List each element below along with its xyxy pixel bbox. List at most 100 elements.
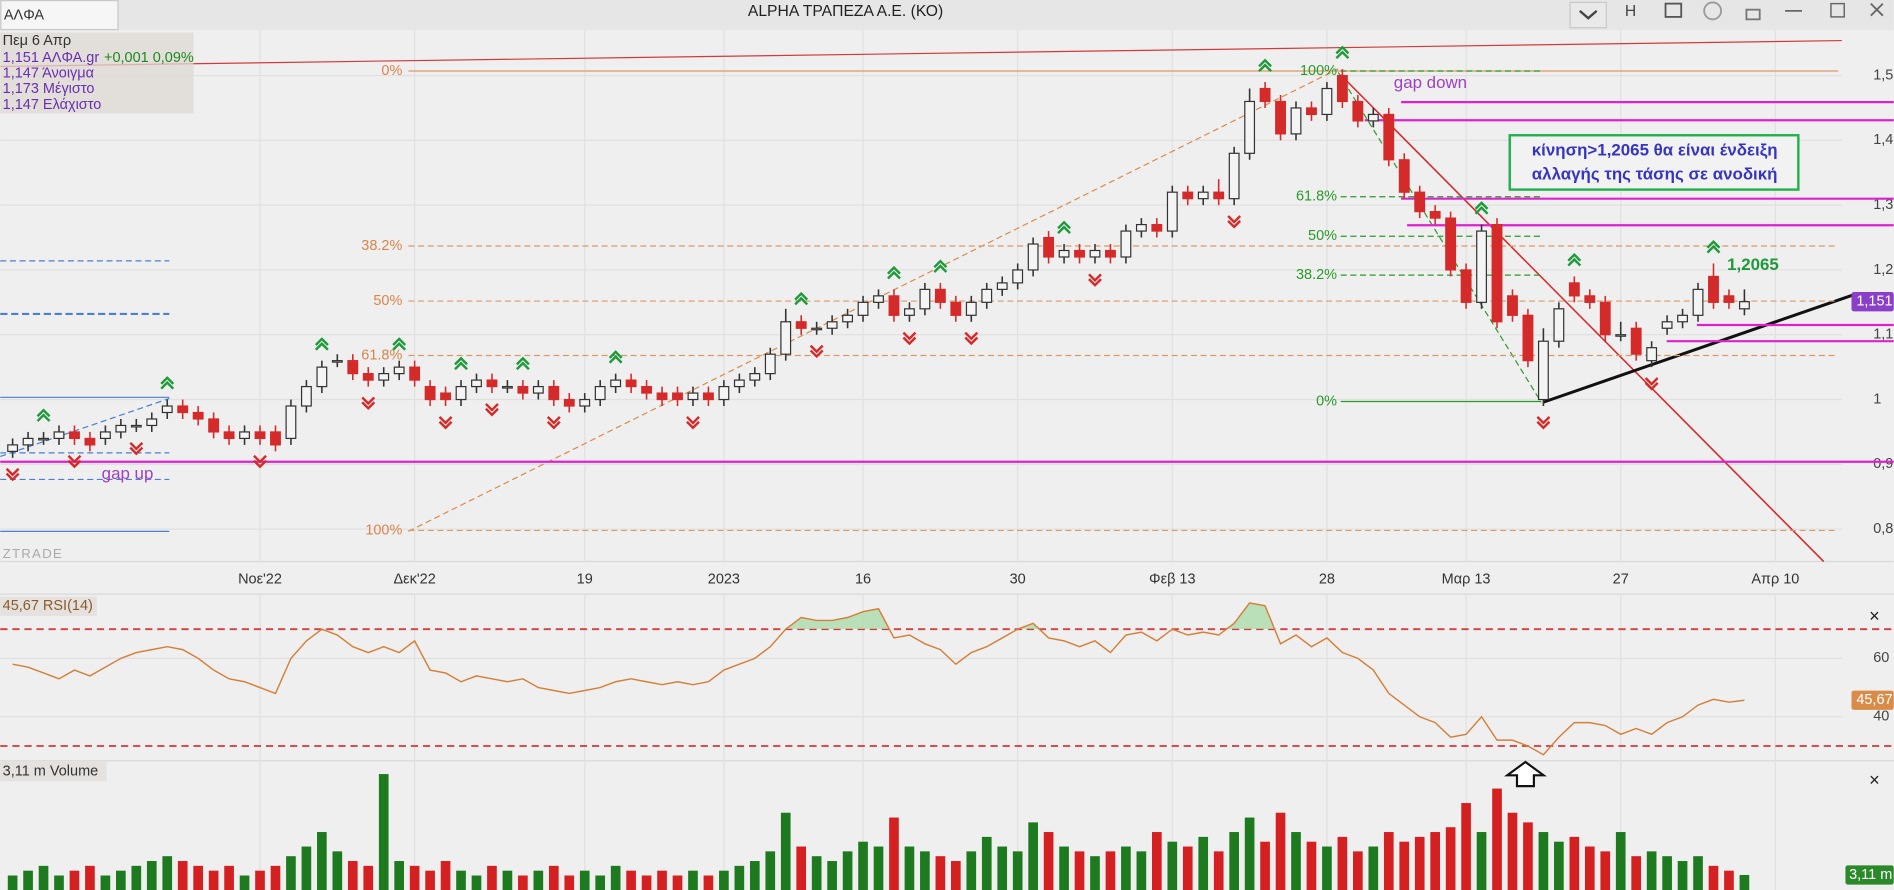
info-open: 1,147 Άνοιγμα: [3, 65, 94, 81]
candle-body: [22, 437, 34, 446]
candle-body: [1708, 275, 1719, 303]
candle-body: [1074, 249, 1085, 258]
volume-bar: [208, 870, 219, 890]
candle-body: [1197, 191, 1209, 200]
x-tick-label: 19: [577, 571, 593, 587]
fractal-down: [5, 467, 20, 482]
volume-bar: [1043, 832, 1054, 890]
volume-bar: [1337, 836, 1348, 890]
fractal-up: [314, 337, 329, 351]
candle-body: [239, 431, 250, 440]
volume-bar: [966, 851, 977, 890]
fractal-up: [36, 408, 51, 422]
volume-bar: [564, 875, 575, 890]
volume-bar: [1059, 846, 1069, 890]
volume-bar: [1353, 851, 1363, 890]
button-h[interactable]: H: [1625, 3, 1636, 20]
volume-bar: [641, 875, 652, 890]
candle-body: [718, 385, 730, 401]
uptrend-line: [1543, 293, 1855, 404]
x-tick-label: 27: [1613, 571, 1629, 587]
info-low: 1,147 Ελάχιστο: [3, 97, 102, 113]
volume-bar: [471, 875, 482, 890]
volume-bar: [1105, 851, 1116, 890]
volume-bar: [1708, 865, 1719, 890]
price-tag: [1851, 292, 1894, 312]
fractal-up: [608, 350, 623, 364]
close-pane[interactable]: ×: [1869, 770, 1880, 790]
info-date: Πεμ 6 Απρ: [3, 33, 71, 49]
candle-body: [1244, 100, 1256, 154]
icon-quote[interactable]: [1703, 1, 1722, 21]
volume-bar: [363, 865, 374, 890]
window-title: ALPHA ΤΡΑΠΕΖΑ Α.Ε. (ΚΟ): [748, 3, 943, 20]
candle-body: [1321, 87, 1333, 116]
icon-restore[interactable]: [1830, 2, 1845, 18]
fib-label: 38.2%: [361, 238, 402, 254]
candle-body: [888, 295, 900, 316]
candle-body: [919, 288, 931, 310]
volume-bar: [1584, 846, 1595, 890]
candle-body: [1646, 347, 1658, 362]
volume-bar: [224, 865, 234, 890]
y-tick-label: 60: [1873, 650, 1889, 666]
candle-body: [161, 405, 173, 414]
info-high: 1,173 Μέγιστο: [3, 81, 95, 97]
volume-bar: [688, 870, 698, 890]
candle-body: [1599, 301, 1611, 336]
volume-bar: [317, 832, 327, 890]
volume-bar: [1414, 836, 1425, 890]
candle-body: [1043, 236, 1055, 258]
fib-label: 61.8%: [1296, 189, 1337, 205]
fib-label: 100%: [365, 522, 402, 538]
icon-window[interactable]: [1664, 2, 1683, 18]
symbol-input[interactable]: [0, 0, 119, 31]
dropdown[interactable]: [1569, 1, 1607, 29]
volume-bar: [672, 875, 683, 890]
candle-body: [393, 366, 405, 375]
volume-title-bg: [0, 760, 107, 782]
candle-body: [471, 379, 482, 388]
arrow-marker: [1504, 760, 1547, 788]
rsi-title-bg: [0, 596, 97, 616]
candle-body: [146, 418, 158, 427]
candle-body: [579, 398, 591, 407]
candle-body: [1058, 249, 1070, 258]
rsi-title: 45,67 RSI(14): [3, 598, 93, 614]
volume-bar: [734, 865, 745, 890]
candle-body: [192, 411, 204, 420]
level-label: 1,2065: [1727, 255, 1779, 274]
close-pane[interactable]: ×: [1869, 606, 1880, 626]
icon-lock[interactable]: [1745, 8, 1761, 21]
volume-bar: [1383, 832, 1394, 890]
volume-bar: [518, 875, 528, 890]
volume-bar: [116, 870, 126, 890]
fractal-up: [1567, 252, 1582, 267]
fib-label: 50%: [373, 293, 402, 309]
volume-bar: [657, 870, 667, 890]
candle-body: [409, 366, 421, 381]
volume-bar: [378, 774, 389, 890]
volume-bar: [502, 870, 513, 890]
fib-label: 0%: [381, 63, 402, 79]
volume-bar: [1677, 861, 1688, 890]
candle-body: [842, 314, 854, 323]
volume-bar: [1368, 846, 1379, 890]
candle-body: [285, 405, 297, 440]
x-tick-label: 2023: [708, 571, 740, 587]
note-line: κίνηση>1,2065 θα είναι ένδειξη: [1532, 140, 1778, 159]
fib-label: 50%: [1308, 228, 1337, 244]
volume-bar: [69, 870, 80, 890]
volume-bar: [1461, 803, 1471, 890]
icon-close[interactable]: [1870, 2, 1884, 17]
info-last: 1,151 ΑΛΦΑ.gr: [3, 50, 100, 66]
rsi-tag: [1851, 690, 1894, 710]
rsi-line: [12, 602, 1745, 756]
candle-body: [130, 424, 142, 428]
candle-body: [795, 321, 807, 329]
candle-body: [749, 373, 761, 381]
fractal-down: [1644, 377, 1659, 391]
candle-body: [1367, 113, 1379, 122]
candle-body: [331, 360, 343, 363]
